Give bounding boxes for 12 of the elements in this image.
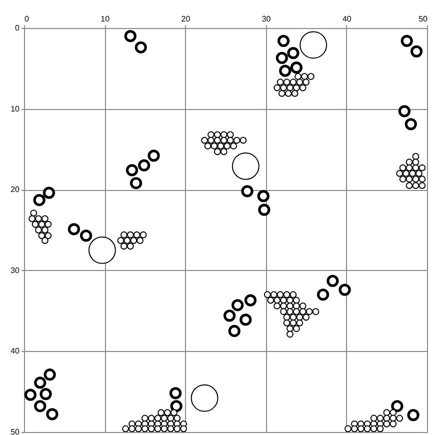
y-tick-label: 20 xyxy=(10,185,20,194)
y-tick-label: 50 xyxy=(10,428,20,435)
x-tick-label: 20 xyxy=(181,14,191,24)
x-tick-label: 10 xyxy=(100,14,110,24)
y-tick-label: 30 xyxy=(10,266,20,275)
y-tick-label: 40 xyxy=(10,346,20,356)
y-tick-label: 10 xyxy=(10,104,20,114)
x-tick-label: 30 xyxy=(262,14,272,24)
x-tick-label: 40 xyxy=(342,14,352,24)
y-tick-label: 0 xyxy=(15,24,20,32)
x-tick-label: 50 xyxy=(418,14,428,24)
x-tick-label: 0 xyxy=(24,14,30,24)
